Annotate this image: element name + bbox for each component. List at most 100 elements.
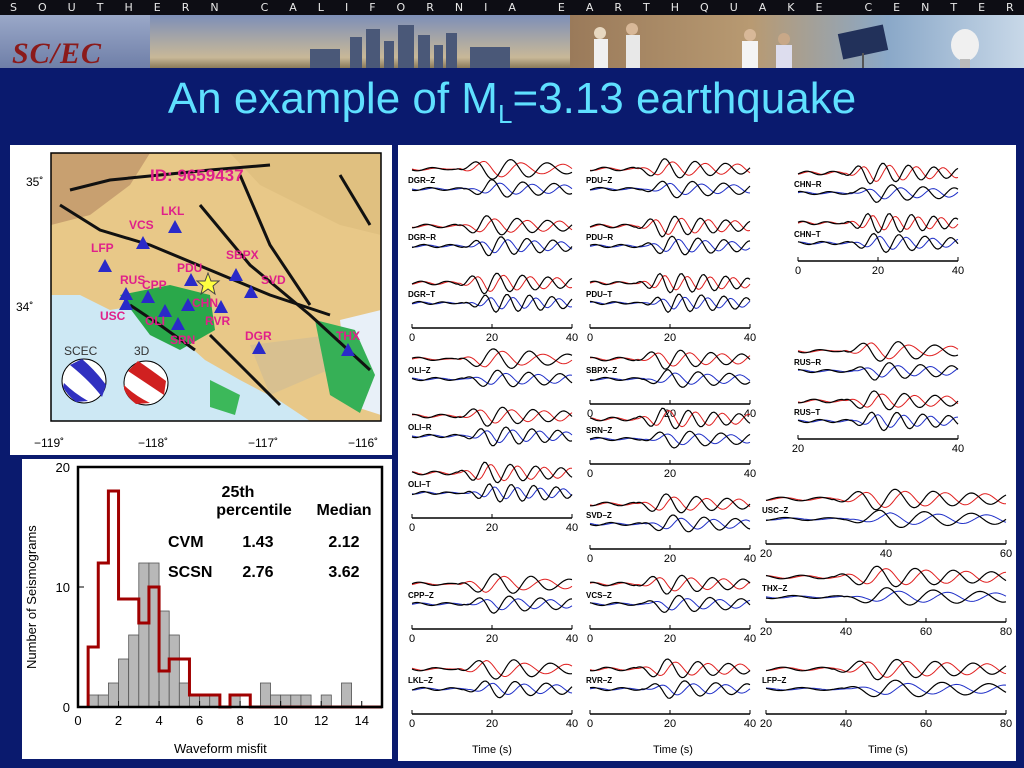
station-triangle-icon <box>181 298 195 311</box>
cvm-bar <box>341 682 353 708</box>
hist-ylabel: Number of Seismograms <box>24 525 39 669</box>
observed-trace <box>411 659 573 680</box>
lon-label-117: −117˚ <box>248 436 278 450</box>
histogram-svg: 0 2 4 6 8 10 12 14 0 10 20 Number of Seismograms W… <box>24 460 384 756</box>
trace-label: PDU–Z <box>586 176 612 185</box>
table-row1-name: CVM <box>168 534 204 551</box>
time-tick-label: 0 <box>587 408 593 420</box>
cvm-bar <box>158 610 170 708</box>
ocean-area <box>51 295 310 421</box>
synthetic-blue-trace <box>411 297 573 310</box>
banner-letter: I <box>344 1 349 14</box>
cvm-bar <box>259 682 271 708</box>
lon-label-116: −116˚ <box>348 436 378 450</box>
observed-trace <box>589 215 751 238</box>
time-tick-label: 60 <box>920 626 932 638</box>
cvm-bar <box>148 562 160 708</box>
synthetic-red-trace <box>589 275 751 291</box>
time-tick-label: 0 <box>587 633 593 645</box>
x-tick-label: 4 <box>155 713 162 728</box>
banner-letter: C <box>260 1 269 14</box>
synthetic-blue-trace <box>765 590 1007 603</box>
cvm-bar <box>87 694 99 708</box>
observed-trace <box>411 406 573 427</box>
time-tick-label: 0 <box>409 633 415 645</box>
banner-letter: R <box>181 1 190 14</box>
time-tick-label: 40 <box>952 443 964 455</box>
waveform-panel: SRN–Z 0 20 40 <box>586 407 756 480</box>
slide-title: An example of ML=3.13 earthquake <box>0 74 1024 130</box>
banner-letter: T <box>643 1 650 14</box>
observed-trace <box>589 680 751 699</box>
time-axis-label: Time (s) <box>472 744 512 756</box>
banner-letter: E <box>153 1 161 14</box>
station-label: SVD <box>261 273 286 287</box>
mech-label-scec: SCEC <box>64 344 98 358</box>
banner-letter: O <box>37 1 47 14</box>
observed-trace <box>590 493 751 514</box>
time-tick-label: 20 <box>664 553 676 565</box>
time-tick-label: 20 <box>664 633 676 645</box>
observed-trace <box>589 235 751 256</box>
synthetic-red-trace <box>589 161 751 176</box>
time-tick-label: 20 <box>664 468 676 480</box>
synthetic-blue-trace <box>589 296 751 310</box>
observed-trace <box>797 362 959 381</box>
time-tick-label: 20 <box>486 522 498 534</box>
station-triangle-icon <box>98 259 112 272</box>
cvm-bar <box>290 694 302 708</box>
observed-trace <box>765 658 1007 681</box>
banner-letter: N <box>921 1 930 14</box>
field-photo-scene <box>594 23 979 68</box>
observed-trace <box>798 390 959 411</box>
observed-trace <box>589 158 751 179</box>
synthetic-red-trace <box>589 661 751 677</box>
observed-trace <box>411 369 573 388</box>
cvm-bar <box>300 694 312 708</box>
time-tick-label: 40 <box>566 633 578 645</box>
table-row2-median: 3.62 <box>328 564 359 581</box>
observed-trace <box>589 180 751 199</box>
observed-trace <box>797 184 959 204</box>
banner-letter: I <box>484 1 488 14</box>
station-label: USC <box>100 309 126 323</box>
station-label: RUS <box>120 273 145 287</box>
lat-label-35: 35˚ <box>26 175 43 189</box>
trace-label: CHN–T <box>794 230 821 239</box>
time-tick-label: 40 <box>744 332 756 344</box>
time-tick-label: 40 <box>566 522 578 534</box>
waveform-panel: THX–Z 20 40 60 80 <box>760 565 1012 638</box>
observed-trace <box>797 232 959 254</box>
station-triangle-icon <box>229 268 243 281</box>
station-triangle-icon <box>244 285 258 298</box>
title-post: =3.13 earthquake <box>512 74 857 123</box>
table-row2-name: SCSN <box>168 564 212 581</box>
waveform-panel: PDU–Z PDU–R PDU–T 0 20 40 <box>586 158 756 344</box>
observed-trace <box>589 594 751 614</box>
lon-label-119: −119˚ <box>34 436 64 450</box>
station-triangle-icon <box>119 297 133 310</box>
hist-tick-labels: 0 2 4 6 8 10 12 14 0 10 20 <box>56 460 369 728</box>
time-tick-label: 20 <box>760 548 772 560</box>
cvm-bar <box>229 694 241 708</box>
title-subscript: L <box>497 98 513 129</box>
synthetic-red-trace <box>589 577 751 592</box>
banner-letter: A <box>289 1 297 14</box>
trace-label: LKL–Z <box>408 676 433 685</box>
synthetic-blue-trace <box>411 429 573 444</box>
table-row2-p25: 2.76 <box>242 564 273 581</box>
time-tick-label: 40 <box>840 718 852 730</box>
observed-trace <box>411 236 573 257</box>
map-frame <box>50 152 382 422</box>
observed-trace <box>765 565 1007 588</box>
banner-letter: E <box>893 1 901 14</box>
time-tick-label: 0 <box>795 265 801 277</box>
waveform-panel: SBPX–Z0 20 40 <box>586 349 756 420</box>
time-tick-label: 20 <box>486 718 498 730</box>
trace-label: THX–Z <box>762 584 787 593</box>
observed-trace <box>589 658 751 679</box>
synthetic-blue-trace <box>797 365 959 378</box>
observed-trace <box>589 430 751 449</box>
